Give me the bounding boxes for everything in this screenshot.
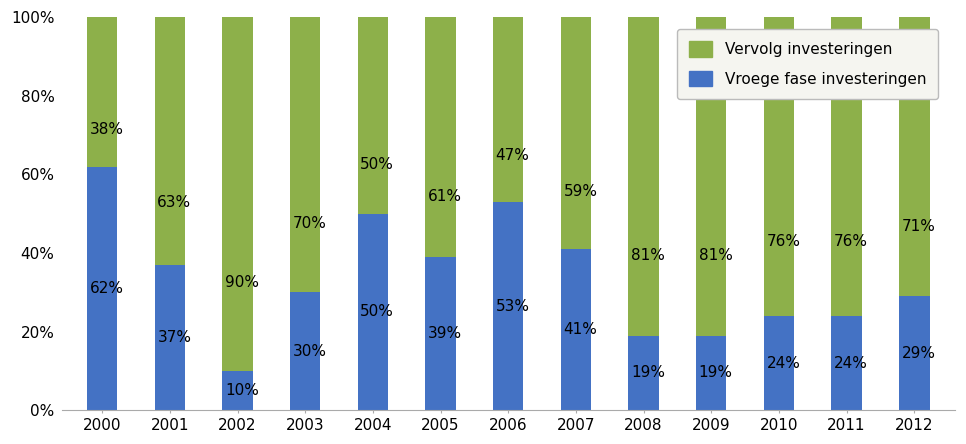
Bar xyxy=(832,316,862,410)
Text: 38%: 38% xyxy=(90,122,124,137)
Text: 63%: 63% xyxy=(157,195,191,210)
Text: 24%: 24% xyxy=(834,356,868,371)
Text: 19%: 19% xyxy=(631,365,665,381)
Bar xyxy=(493,17,524,202)
Bar xyxy=(155,17,185,265)
Text: 10%: 10% xyxy=(225,383,259,398)
Text: 81%: 81% xyxy=(698,249,732,263)
Bar xyxy=(628,17,659,336)
Text: 30%: 30% xyxy=(293,344,327,359)
Text: 24%: 24% xyxy=(766,356,800,371)
Bar xyxy=(832,17,862,316)
Bar xyxy=(87,17,118,166)
Text: 47%: 47% xyxy=(496,148,529,163)
Text: 61%: 61% xyxy=(428,190,462,205)
Text: 76%: 76% xyxy=(766,234,801,249)
Bar xyxy=(493,202,524,410)
Bar xyxy=(87,166,118,410)
Text: 41%: 41% xyxy=(563,322,597,337)
Text: 70%: 70% xyxy=(293,216,327,231)
Bar xyxy=(764,17,794,316)
Text: 53%: 53% xyxy=(496,298,529,313)
Text: 71%: 71% xyxy=(902,219,936,234)
Bar xyxy=(425,17,456,257)
Text: 90%: 90% xyxy=(225,275,259,290)
Bar xyxy=(696,336,726,410)
Bar xyxy=(899,296,929,410)
Text: 50%: 50% xyxy=(360,157,394,172)
Bar xyxy=(222,17,253,371)
Bar xyxy=(628,336,659,410)
Bar xyxy=(290,17,321,292)
Text: 39%: 39% xyxy=(428,326,462,341)
Text: 29%: 29% xyxy=(902,346,936,361)
Bar xyxy=(155,265,185,410)
Text: 62%: 62% xyxy=(90,281,124,296)
Bar xyxy=(764,316,794,410)
Text: 50%: 50% xyxy=(360,305,394,320)
Bar xyxy=(560,249,591,410)
Bar xyxy=(290,292,321,410)
Text: 81%: 81% xyxy=(631,249,665,263)
Bar xyxy=(357,214,388,410)
Bar xyxy=(357,17,388,214)
Text: 59%: 59% xyxy=(563,183,597,198)
Text: 76%: 76% xyxy=(834,234,868,249)
Legend: Vervolg investeringen, Vroege fase investeringen: Vervolg investeringen, Vroege fase inves… xyxy=(677,29,938,99)
Text: 37%: 37% xyxy=(157,330,191,345)
Bar xyxy=(222,371,253,410)
Bar xyxy=(696,17,726,336)
Bar xyxy=(425,257,456,410)
Bar xyxy=(899,17,929,296)
Text: 19%: 19% xyxy=(698,365,733,381)
Bar xyxy=(560,17,591,249)
